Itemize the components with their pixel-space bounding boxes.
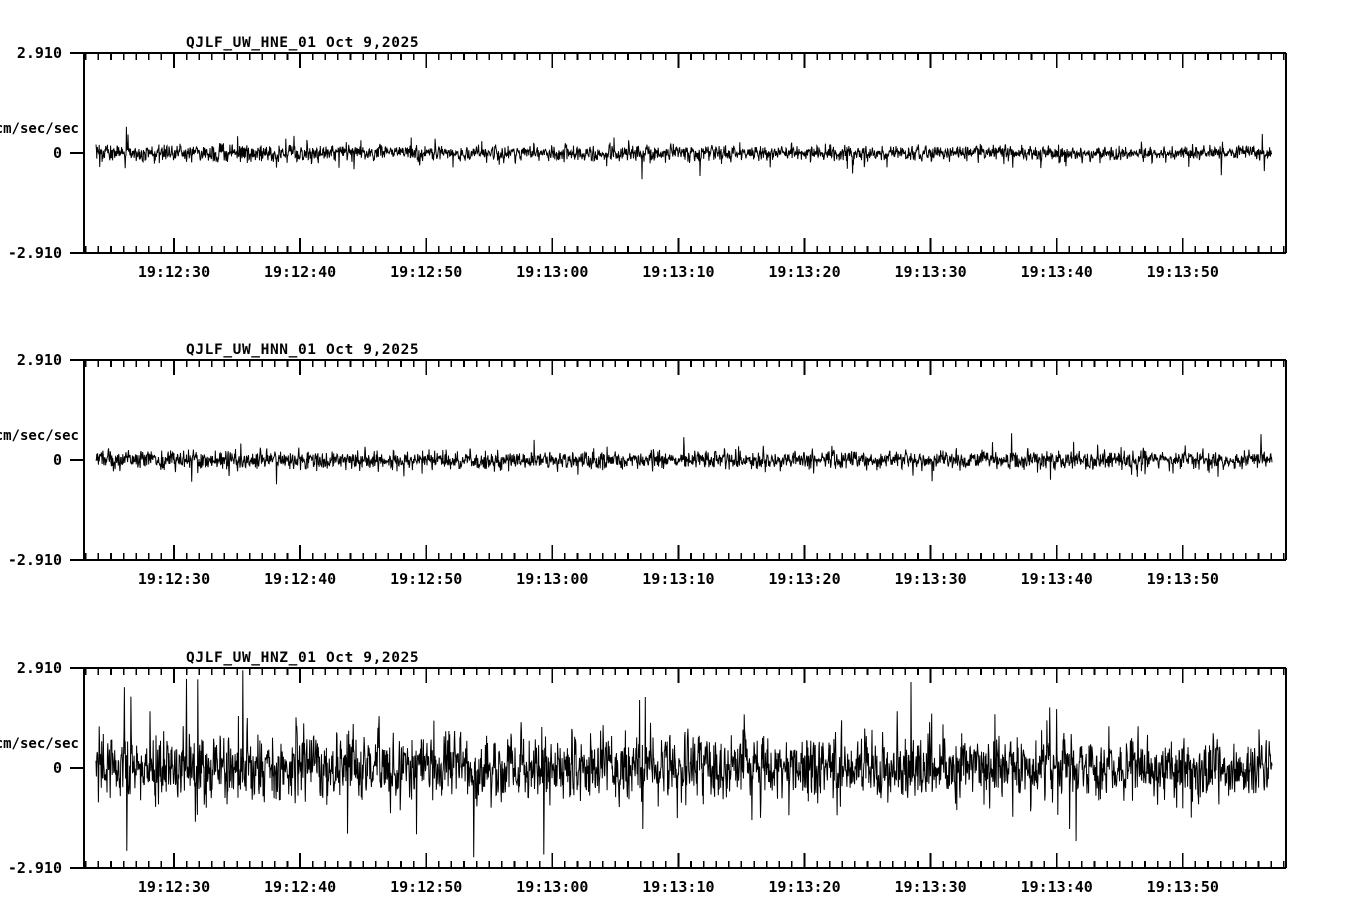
x-axis-ticks <box>84 53 1285 253</box>
plot-frame <box>83 52 1287 254</box>
x-axis-labels: 19:12:30 19:12:40 19:12:50 19:13:00 19:13:10… <box>138 570 1219 588</box>
x-tick-label: 19:13:10 <box>642 570 714 588</box>
panel-title-hnn: QJLF_UW_HNN_01 Oct 9,2025 <box>186 342 419 358</box>
panel-title-hnz: QJLF_UW_HNZ_01 Oct 9,2025 <box>186 650 419 666</box>
y-axis-ticks <box>70 52 84 254</box>
y-axis-unit-label: cm/sec/sec <box>0 121 79 137</box>
y-tick-label-min: -2.910 <box>8 551 62 569</box>
x-tick-label: 19:13:40 <box>1021 263 1093 281</box>
y-axis-ticks <box>70 667 84 869</box>
y-tick-label-zero: 0 <box>53 759 62 777</box>
x-tick-label: 19:13:00 <box>516 263 588 281</box>
x-tick-label: 19:13:30 <box>894 570 966 588</box>
y-axis-unit-label: cm/sec/sec <box>0 428 79 444</box>
x-tick-label: 19:13:30 <box>894 263 966 281</box>
x-tick-label: 19:12:30 <box>138 263 210 281</box>
x-tick-label: 19:13:50 <box>1147 263 1219 281</box>
x-axis-labels: 19:12:30 19:12:40 19:12:50 19:13:00 19:13:10… <box>138 263 1219 281</box>
x-tick-label: 19:13:40 <box>1021 570 1093 588</box>
x-tick-label: 19:12:50 <box>390 878 462 896</box>
x-tick-label: 19:13:30 <box>894 878 966 896</box>
y-axis-ticks <box>70 359 84 561</box>
x-axis-labels: 19:12:30 19:12:40 19:12:50 19:13:00 19:13:10… <box>138 878 1219 896</box>
plot-frame <box>83 667 1287 869</box>
x-tick-label: 19:13:50 <box>1147 878 1219 896</box>
x-tick-label: 19:12:50 <box>390 263 462 281</box>
x-tick-label: 19:13:50 <box>1147 570 1219 588</box>
y-tick-label-max: 2.910 <box>17 351 62 369</box>
x-tick-label: 19:12:50 <box>390 570 462 588</box>
x-tick-label: 19:13:10 <box>642 878 714 896</box>
waveform-trace-hnn <box>95 433 1273 485</box>
x-tick-label: 19:13:10 <box>642 263 714 281</box>
x-tick-label: 19:12:40 <box>264 570 336 588</box>
y-tick-label-min: -2.910 <box>8 859 62 877</box>
y-tick-label-max: 2.910 <box>17 44 62 62</box>
x-tick-label: 19:13:20 <box>768 263 840 281</box>
x-tick-label: 19:13:20 <box>768 570 840 588</box>
x-tick-label: 19:13:20 <box>768 878 840 896</box>
x-axis-ticks <box>84 360 1285 560</box>
plot-frame <box>83 359 1287 561</box>
x-tick-label: 19:12:40 <box>264 878 336 896</box>
y-tick-label-zero: 0 <box>53 144 62 162</box>
waveform-trace-hne <box>95 126 1273 180</box>
y-tick-label-zero: 0 <box>53 451 62 469</box>
x-tick-label: 19:13:40 <box>1021 878 1093 896</box>
y-axis-unit-label: cm/sec/sec <box>0 736 79 752</box>
x-tick-label: 19:12:30 <box>138 570 210 588</box>
x-tick-label: 19:12:40 <box>264 263 336 281</box>
panel-title-hne: QJLF_UW_HNE_01 Oct 9,2025 <box>186 35 419 51</box>
x-tick-label: 19:13:00 <box>516 878 588 896</box>
y-tick-label-max: 2.910 <box>17 659 62 677</box>
x-tick-label: 19:12:30 <box>138 878 210 896</box>
waveform-trace-hnz <box>95 670 1273 858</box>
y-tick-label-min: -2.910 <box>8 244 62 262</box>
x-tick-label: 19:13:00 <box>516 570 588 588</box>
x-axis-ticks <box>84 668 1285 868</box>
